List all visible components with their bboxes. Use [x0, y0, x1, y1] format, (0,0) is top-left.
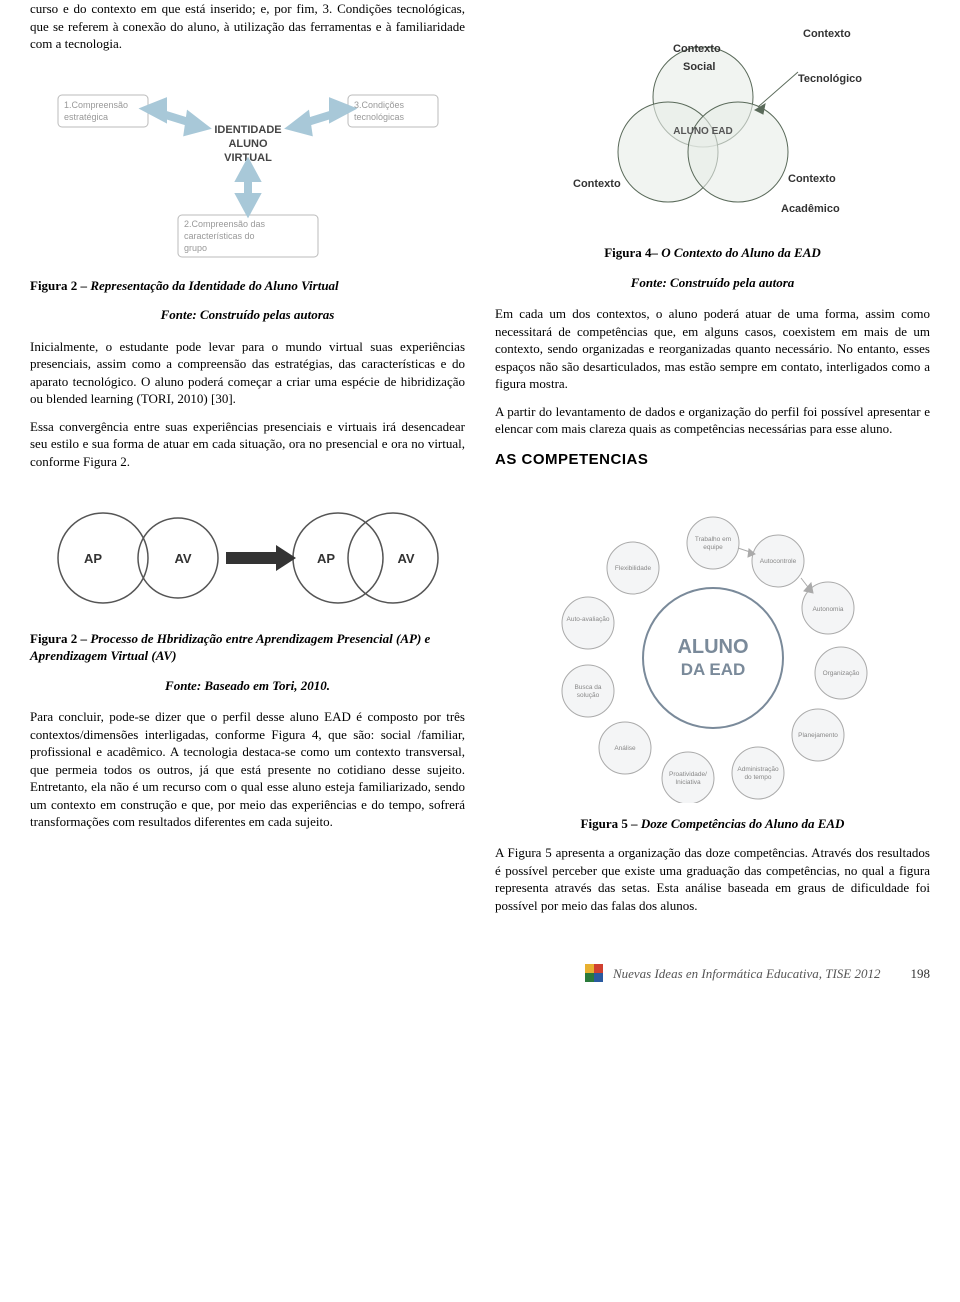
fig4-source: Fonte: Construído pela autora	[495, 274, 930, 292]
col-left-bottom-para1: Para concluir, pode-se dizer que o perfi…	[30, 708, 465, 831]
svg-text:Contexto: Contexto	[673, 43, 721, 55]
svg-text:Acadêmico: Acadêmico	[781, 203, 840, 215]
svg-text:AV: AV	[174, 551, 191, 566]
fig5-radial-diagram: ALUNO DA EAD Trabalho emequipe Autocontr…	[533, 503, 893, 803]
svg-text:Análise: Análise	[614, 745, 636, 752]
col-left-para2: Inicialmente, o estudante pode levar par…	[30, 338, 465, 408]
fig2b-caption-italic: – Processo de Hbridização entre Aprendiz…	[30, 631, 430, 664]
svg-text:Social: Social	[683, 61, 715, 73]
svg-text:Autonomia: Autonomia	[812, 606, 843, 613]
col-right-para1: Em cada um dos contextos, o aluno poderá…	[495, 305, 930, 393]
svg-text:AV: AV	[397, 551, 414, 566]
col-left-para3-text: Essa convergência entre suas experiência…	[30, 419, 465, 469]
svg-text:Tecnológico: Tecnológico	[798, 73, 862, 85]
svg-text:Proatividade/: Proatividade/	[669, 771, 707, 778]
svg-text:Contexto: Contexto	[573, 178, 621, 190]
fig2b-caption-bold: Figura 2	[30, 631, 77, 646]
svg-text:ALUNO EAD: ALUNO EAD	[673, 126, 732, 137]
svg-text:características do: características do	[184, 231, 255, 241]
intro-para: curso e do contexto em que está inserido…	[30, 0, 465, 53]
svg-text:tecnológicas: tecnológicas	[354, 112, 405, 122]
section-competencias: AS COMPETENCIAS	[495, 450, 930, 470]
svg-text:do tempo: do tempo	[744, 774, 771, 781]
svg-text:solução: solução	[576, 692, 599, 699]
fig4-caption-italic: – O Contexto do Aluno da EAD	[652, 245, 821, 260]
svg-text:Auto-avaliação: Auto-avaliação	[566, 616, 609, 623]
svg-text:Contexto: Contexto	[788, 173, 836, 185]
svg-text:2.Compreensão das: 2.Compreensão das	[184, 219, 266, 229]
footer-journal: Nuevas Ideas en Informática Educativa, T…	[613, 965, 881, 983]
svg-text:Busca da: Busca da	[574, 684, 601, 691]
svg-text:estratégica: estratégica	[64, 112, 108, 122]
svg-text:Planejamento: Planejamento	[798, 732, 838, 739]
col-right-bottom-para1: A Figura 5 apresenta a organização das d…	[495, 844, 930, 914]
svg-text:1.Compreensão: 1.Compreensão	[64, 100, 128, 110]
svg-text:Flexibilidade: Flexibilidade	[614, 565, 651, 572]
svg-text:IDENTIDADE: IDENTIDADE	[214, 124, 281, 136]
fig-identity-diagram: 1.Compreensão estratégica 3.Condições te…	[48, 65, 448, 265]
footer-page-number: 198	[911, 965, 931, 983]
fig2-source: Fonte: Construído pelas autoras	[30, 306, 465, 324]
col-right-bottom-text: A Figura 5 apresenta a organização das d…	[495, 845, 930, 913]
svg-text:3.Condições: 3.Condições	[354, 100, 405, 110]
fig4-caption: Figura 4– O Contexto do Aluno da EAD	[495, 244, 930, 262]
svg-text:Trabalho em: Trabalho em	[694, 536, 730, 543]
svg-text:Iniciativa: Iniciativa	[675, 779, 701, 786]
svg-text:DA EAD: DA EAD	[680, 660, 745, 679]
svg-text:Contexto: Contexto	[803, 28, 851, 40]
svg-text:ALUNO: ALUNO	[228, 138, 268, 150]
fig2-caption-bold: Figura 2	[30, 278, 77, 293]
svg-text:Autocontrole: Autocontrole	[759, 558, 796, 565]
fig5-caption: Figura 5 – Doze Competências do Aluno da…	[495, 815, 930, 833]
fig5-caption-bold: Figura 5	[581, 816, 628, 831]
fig4-caption-bold: Figura 4	[604, 245, 651, 260]
fig2b-caption: Figura 2 – Processo de Hbridização entre…	[30, 630, 465, 665]
fig2b-source: Fonte: Baseado em Tori, 2010.	[30, 677, 465, 695]
svg-text:Administração: Administração	[737, 766, 779, 773]
fig2-caption-italic: – Representação da Identidade do Aluno V…	[77, 278, 338, 293]
fig4-venn-diagram: ALUNO EAD Contexto Contexto Social Tecno…	[543, 12, 883, 232]
svg-text:AP: AP	[316, 551, 334, 566]
svg-text:ALUNO: ALUNO	[677, 636, 748, 658]
col-right-para2: A partir do levantamento de dados e orga…	[495, 403, 930, 438]
col-left-para3: Essa convergência entre suas experiência…	[30, 418, 465, 471]
fig2b-hybrid-diagram: AP AV AP AV	[48, 503, 448, 618]
svg-text:grupo: grupo	[184, 243, 207, 253]
tise-logo-icon	[585, 964, 603, 982]
fig5-caption-italic: – Doze Competências do Aluno da EAD	[628, 816, 845, 831]
svg-text:equipe: equipe	[703, 544, 723, 551]
svg-text:AP: AP	[83, 551, 101, 566]
fig2-caption: Figura 2 – Representação da Identidade d…	[30, 277, 465, 295]
svg-text:Organização: Organização	[822, 670, 859, 677]
page-footer: Nuevas Ideas en Informática Educativa, T…	[30, 964, 930, 1002]
